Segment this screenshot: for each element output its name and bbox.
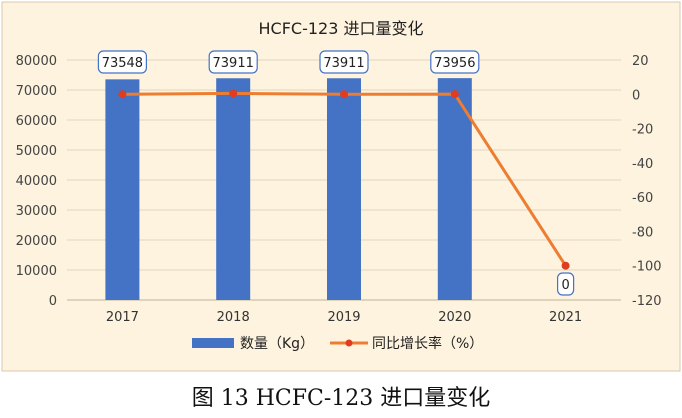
- right-tick-label: -20: [632, 123, 653, 138]
- x-tick-label: 2019: [327, 310, 360, 325]
- legend-line-marker: [345, 339, 353, 347]
- chart-title: HCFC-123 进口量变化: [259, 19, 424, 38]
- right-tick-label: 20: [632, 54, 649, 69]
- line-point: [340, 90, 348, 99]
- data-label-box: [430, 50, 480, 74]
- bar: [437, 78, 472, 300]
- x-tick-label: 2021: [549, 310, 582, 325]
- data-labels: 73548 73911 73911 73956 0: [97, 50, 575, 296]
- legend-line-label: 同比增长率（%）: [372, 335, 483, 352]
- x-axis-ticks: 2017 2018 2019 2020 2021: [106, 310, 582, 325]
- x-tick-label: 2017: [106, 310, 139, 325]
- data-label-text: 0: [561, 278, 569, 293]
- right-tick-label: -60: [632, 191, 653, 206]
- left-tick-label: 0: [49, 294, 57, 309]
- right-tick-label: -120: [632, 294, 662, 309]
- right-tick-label: -100: [632, 260, 662, 275]
- chart: HCFC-123 进口量变化 80000 70000 60000 50000 40000…: [1, 1, 681, 372]
- right-tick-label: 0: [632, 88, 640, 103]
- legend-bar-swatch: [192, 338, 234, 348]
- growth-line: [118, 89, 570, 270]
- left-tick-label: 30000: [16, 204, 57, 219]
- bar: [105, 79, 140, 300]
- figure-caption: 图 13 HCFC-123 进口量变化: [191, 386, 491, 411]
- data-label-text: 73548: [102, 56, 143, 71]
- line-point: [118, 90, 127, 99]
- data-label-text: 73911: [323, 56, 364, 71]
- left-tick-label: 10000: [16, 264, 57, 279]
- legend-bar-label: 数量（Kg）: [240, 336, 314, 352]
- line-point: [229, 89, 238, 98]
- x-tick-label: 2018: [217, 310, 250, 325]
- bars: [105, 78, 472, 300]
- bar: [327, 78, 361, 300]
- left-tick-label: 40000: [16, 174, 57, 189]
- data-label-box: [556, 272, 575, 296]
- left-tick-label: 60000: [16, 114, 57, 129]
- line-point: [561, 261, 570, 270]
- right-tick-label: -40: [632, 157, 653, 172]
- bar: [216, 78, 251, 300]
- right-tick-label: -80: [632, 225, 653, 240]
- bar-data-label: 73911: [208, 50, 258, 74]
- left-tick-label: 20000: [16, 234, 57, 249]
- bar-data-label: 73548: [97, 50, 148, 74]
- legend: 数量（Kg） 同比增长率（%）: [192, 335, 483, 352]
- line-point: [450, 90, 459, 99]
- data-label-text: 73956: [434, 56, 475, 71]
- data-label-box: [319, 50, 369, 74]
- bar-data-label: 0: [556, 272, 575, 296]
- data-label-text: 73911: [213, 56, 254, 71]
- bar-data-label: 73956: [430, 50, 480, 74]
- right-axis-ticks: 20 0 -20 -40 -60 -80 -100 -120: [632, 54, 662, 309]
- left-tick-label: 70000: [16, 84, 57, 99]
- left-axis-ticks: 80000 70000 60000 50000 40000 30000 20000 10000…: [16, 54, 57, 309]
- data-label-box: [97, 50, 148, 74]
- bar-data-label: 73911: [319, 50, 369, 74]
- x-tick-label: 2020: [438, 310, 471, 325]
- data-label-box: [208, 50, 258, 74]
- left-tick-label: 80000: [16, 54, 57, 69]
- left-tick-label: 50000: [16, 144, 57, 159]
